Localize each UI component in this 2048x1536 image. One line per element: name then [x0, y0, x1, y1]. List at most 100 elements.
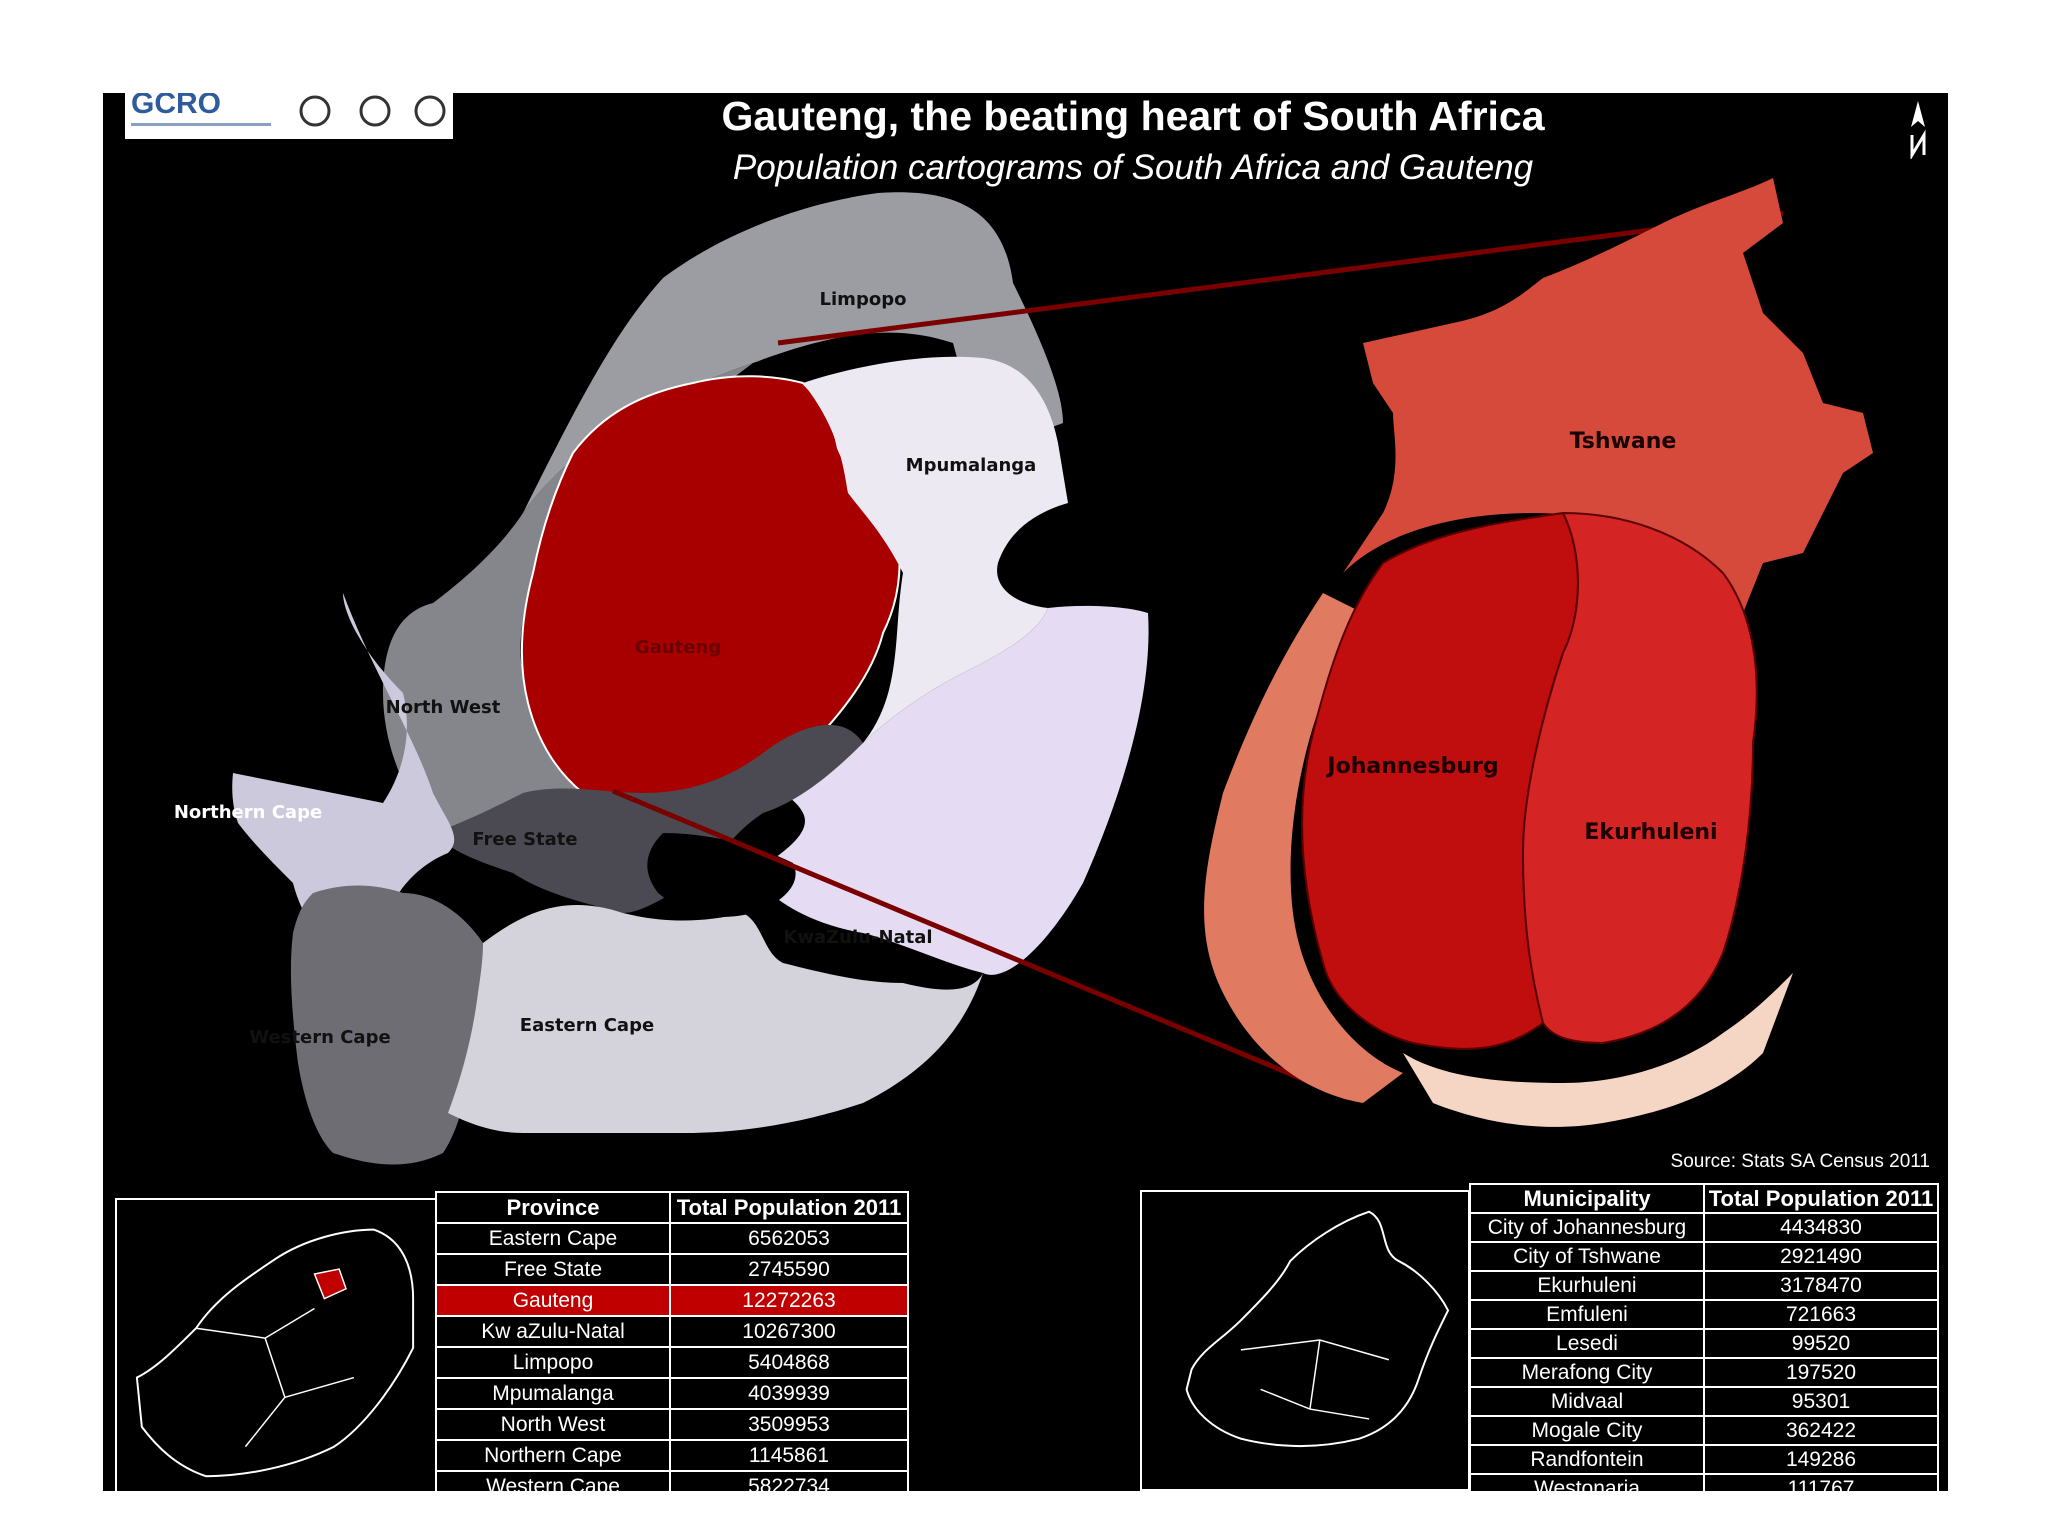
- label-northern-cape: Northern Cape: [174, 802, 322, 823]
- map-subtitle: Population cartograms of South Africa an…: [732, 148, 1534, 187]
- region-northern-cape: [232, 593, 455, 943]
- municipality-name: Emfuleni: [1469, 1299, 1705, 1330]
- table-row: North West 3509953: [435, 1408, 909, 1441]
- municipality-name: Mogale City: [1469, 1415, 1705, 1446]
- header-population: Total Population 2011: [1703, 1183, 1939, 1214]
- table-row: Ekurhuleni 3178470: [1469, 1270, 1939, 1301]
- municipality-name: City of Johannesburg: [1469, 1212, 1705, 1243]
- sa-locator-map: [115, 1198, 437, 1491]
- province-name: Limpopo: [435, 1346, 671, 1379]
- region-tshwane: [1343, 178, 1873, 613]
- header-population: Total Population 2011: [669, 1191, 909, 1224]
- table-row: Emfuleni 721663: [1469, 1299, 1939, 1330]
- gcro-logo: GCRO: [125, 93, 453, 139]
- province-name: Mpumalanga: [435, 1377, 671, 1410]
- logo-text: GCRO: [131, 93, 221, 120]
- label-limpopo: Limpopo: [820, 289, 907, 310]
- municipality-population: 721663: [1703, 1299, 1939, 1330]
- province-population: 2745590: [669, 1253, 909, 1286]
- table-row: Limpopo 5404868: [435, 1346, 909, 1379]
- province-name: Kw aZulu-Natal: [435, 1315, 671, 1348]
- sa-outline: [135, 1228, 415, 1478]
- table-row: Lesedi 99520: [1469, 1328, 1939, 1359]
- table-row: Westonaria 111767: [1469, 1473, 1939, 1491]
- map-title: Gauteng, the beating heart of South Afri…: [721, 93, 1545, 139]
- province-population: 4039939: [669, 1377, 909, 1410]
- municipality-name: Midvaal: [1469, 1386, 1705, 1417]
- province-population-table: Province Total Population 2011 Eastern C…: [435, 1191, 909, 1491]
- municipality-population: 149286: [1703, 1444, 1939, 1475]
- region-gauteng: [520, 375, 901, 798]
- table-row: Randfontein 149286: [1469, 1444, 1939, 1475]
- province-population: 5822734: [669, 1470, 909, 1491]
- municipality-name: Lesedi: [1469, 1328, 1705, 1359]
- province-population: 1145861: [669, 1439, 909, 1472]
- region-lesotho: [647, 833, 796, 917]
- label-western-cape: Western Cape: [249, 1027, 390, 1048]
- region-mpumalanga: [803, 356, 1068, 743]
- province-name: Free State: [435, 1253, 671, 1286]
- label-eastern-cape: Eastern Cape: [520, 1015, 654, 1036]
- region-western-cape: [290, 885, 488, 1165]
- municipality-name: Westonaria: [1469, 1473, 1705, 1491]
- label-mpumalanga: Mpumalanga: [906, 455, 1037, 476]
- header-municipality: Municipality: [1469, 1183, 1705, 1214]
- municipality-name: Ekurhuleni: [1469, 1270, 1705, 1301]
- province-population: 3509953: [669, 1408, 909, 1441]
- table-row: Mpumalanga 4039939: [435, 1377, 909, 1410]
- label-gauteng: Gauteng: [635, 637, 721, 658]
- gauteng-outline: [1185, 1210, 1450, 1448]
- table-row: Midvaal 95301: [1469, 1386, 1939, 1417]
- province-population: 6562053: [669, 1222, 909, 1255]
- province-population: 12272263: [669, 1284, 909, 1317]
- table-row: Northern Cape 1145861: [435, 1439, 909, 1472]
- region-eastern-cape: [448, 904, 983, 1133]
- region-free-state: [433, 724, 863, 913]
- municipality-name: City of Tshwane: [1469, 1241, 1705, 1272]
- province-name: Northern Cape: [435, 1439, 671, 1472]
- gauteng-locator-map: [1140, 1190, 1470, 1491]
- sa-cartogram: Limpopo Mpumalanga Gauteng North West No…: [174, 192, 1149, 1165]
- municipality-population: 99520: [1703, 1328, 1939, 1359]
- zoom-line-top: [777, 210, 1784, 346]
- province-population: 5404868: [669, 1346, 909, 1379]
- label-johannesburg: Johannesburg: [1325, 754, 1498, 779]
- label-north-west: North West: [386, 697, 501, 718]
- region-limpopo: [523, 192, 1063, 513]
- logo-graphic: GCRO: [131, 93, 446, 127]
- region-north-west: [383, 363, 753, 829]
- region-ekurhuleni: [1521, 511, 1758, 1045]
- province-population: 10267300: [669, 1315, 909, 1348]
- table-row: Kw aZulu-Natal 10267300: [435, 1315, 909, 1348]
- table-row: Merafong City 197520: [1469, 1357, 1939, 1388]
- province-name: Eastern Cape: [435, 1222, 671, 1255]
- municipality-population-table: Municipality Total Population 2011 City …: [1469, 1183, 1939, 1491]
- header-province: Province: [435, 1191, 671, 1224]
- table-row: Mogale City 362422: [1469, 1415, 1939, 1446]
- table-row-highlight: Gauteng 12272263: [435, 1284, 909, 1317]
- cartogram-maps: Limpopo Mpumalanga Gauteng North West No…: [174, 178, 1873, 1165]
- region-outer-west: [1204, 593, 1403, 1103]
- province-name: Gauteng: [435, 1284, 671, 1317]
- north-arrow-icon: [1910, 101, 1926, 159]
- label-tshwane: Tshwane: [1570, 429, 1677, 454]
- province-name: North West: [435, 1408, 671, 1441]
- municipality-population: 4434830: [1703, 1212, 1939, 1243]
- zoom-line-bottom: [612, 788, 1349, 1101]
- municipality-name: Merafong City: [1469, 1357, 1705, 1388]
- poster: GCRO Gauteng, the beating heart of South…: [103, 93, 1948, 1491]
- table-row: Western Cape 5822734: [435, 1470, 909, 1491]
- gauteng-locator: [313, 1268, 347, 1300]
- table-row: City of Johannesburg 4434830: [1469, 1212, 1939, 1243]
- table-row: Eastern Cape 6562053: [435, 1222, 909, 1255]
- label-free-state: Free State: [472, 829, 577, 850]
- label-ekurhuleni: Ekurhuleni: [1584, 820, 1717, 845]
- label-kwazulu-natal: KwaZulu-Natal: [783, 927, 932, 948]
- municipality-population: 362422: [1703, 1415, 1939, 1446]
- municipality-population: 95301: [1703, 1386, 1939, 1417]
- municipality-population: 2921490: [1703, 1241, 1939, 1272]
- table-row: City of Tshwane 2921490: [1469, 1241, 1939, 1272]
- municipality-population: 111767: [1703, 1473, 1939, 1491]
- table-row: Free State 2745590: [435, 1253, 909, 1286]
- municipality-population: 197520: [1703, 1357, 1939, 1388]
